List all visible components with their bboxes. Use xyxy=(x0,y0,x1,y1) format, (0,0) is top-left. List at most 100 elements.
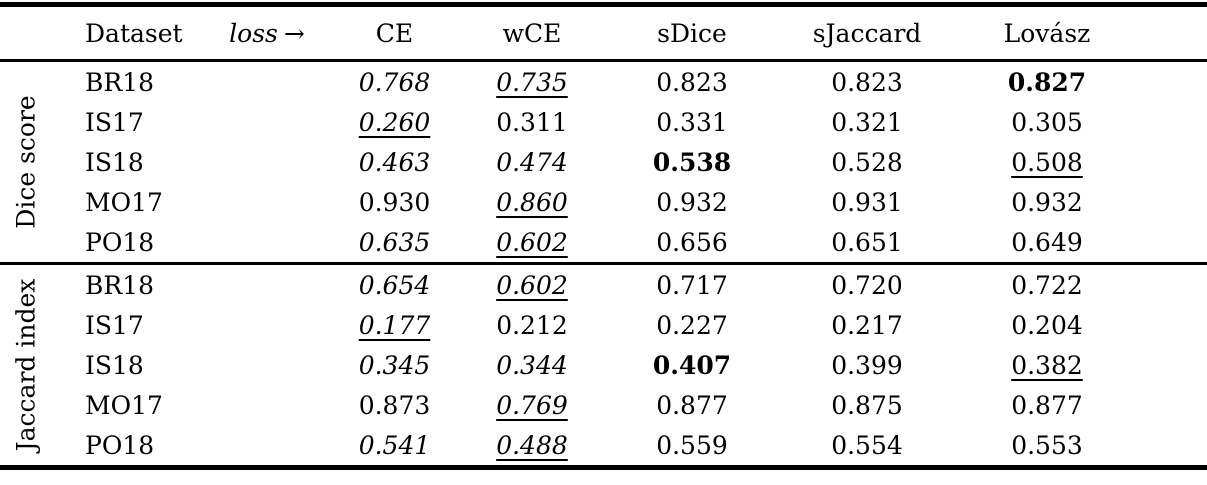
cell-value: 0.877 xyxy=(656,390,728,420)
cell-loss-spacer xyxy=(202,61,332,103)
cell-sdice: 0.538 xyxy=(607,142,777,182)
cell-value: 0.474 xyxy=(496,147,568,177)
cell-value: 0.321 xyxy=(831,107,903,137)
cell-value: 0.860 xyxy=(496,187,568,217)
table-row: IS17 0.177 0.212 0.227 0.217 0.204 xyxy=(0,305,1207,345)
cell-right-spacer xyxy=(1137,182,1207,222)
cell-ce: 0.177 xyxy=(332,305,457,345)
cell-wce: 0.212 xyxy=(457,305,607,345)
cell-wce: 0.735 xyxy=(457,61,607,103)
section-jaccard-index: Jaccard index BR18 0.654 0.602 0.717 0.720 0.7… xyxy=(0,264,1207,468)
cell-value: 0.463 xyxy=(358,147,431,177)
cell-value: 0.722 xyxy=(1011,270,1083,300)
cell-value: 0.260 xyxy=(358,107,431,137)
cell-value: 0.311 xyxy=(496,107,568,137)
cell-sdice: 0.227 xyxy=(607,305,777,345)
cell-lovasz: 0.722 xyxy=(957,264,1137,306)
cell-dataset: BR18 xyxy=(85,270,155,300)
header-dataset: Dataset xyxy=(85,18,183,48)
cell-value: 0.649 xyxy=(1011,227,1083,257)
cell-loss-spacer xyxy=(202,222,332,264)
cell-loss-spacer xyxy=(202,425,332,468)
row-group-label: Jaccard index xyxy=(11,278,41,452)
cell-value: 0.651 xyxy=(831,227,903,257)
cell-lovasz: 0.649 xyxy=(957,222,1137,264)
cell-value: 0.717 xyxy=(656,270,728,300)
header-row: Dataset loss → CE wCE sDice sJaccard Lová… xyxy=(0,5,1207,61)
cell-value: 0.827 xyxy=(1007,67,1087,97)
cell-ce: 0.463 xyxy=(332,142,457,182)
cell-dataset: PO18 xyxy=(85,430,155,460)
cell-dataset: IS17 xyxy=(85,107,144,137)
cell-ce: 0.345 xyxy=(332,345,457,385)
table-row: PO18 0.635 0.602 0.656 0.651 0.649 xyxy=(0,222,1207,264)
cell-sjaccard: 0.720 xyxy=(777,264,957,306)
table-row: IS18 0.345 0.344 0.407 0.399 0.382 xyxy=(0,345,1207,385)
cell-wce: 0.488 xyxy=(457,425,607,468)
header-sjaccard: sJaccard xyxy=(812,18,922,48)
cell-right-spacer xyxy=(1137,305,1207,345)
cell-wce: 0.474 xyxy=(457,142,607,182)
cell-ce: 0.873 xyxy=(332,385,457,425)
cell-dataset: MO17 xyxy=(85,390,163,420)
cell-wce: 0.344 xyxy=(457,345,607,385)
table-row: Dice score BR18 0.768 0.735 0.823 0.823 0.827 xyxy=(0,61,1207,229)
cell-sjaccard: 0.931 xyxy=(777,182,957,222)
cell-dataset: IS18 xyxy=(85,350,144,380)
cell-sdice: 0.331 xyxy=(607,102,777,142)
cell-right-spacer xyxy=(1137,142,1207,182)
cell-lovasz: 0.204 xyxy=(957,305,1137,345)
cell-right-spacer xyxy=(1137,385,1207,425)
cell-lovasz: 0.827 xyxy=(957,61,1137,103)
cell-value: 0.823 xyxy=(831,67,903,97)
table-row: Jaccard index BR18 0.654 0.602 0.717 0.720 0.7… xyxy=(0,264,1207,452)
cell-value: 0.635 xyxy=(358,227,431,257)
cell-value: 0.177 xyxy=(358,310,431,340)
cell-value: 0.931 xyxy=(831,187,903,217)
cell-value: 0.656 xyxy=(656,227,728,257)
cell-right-spacer xyxy=(1137,102,1207,142)
cell-sdice: 0.877 xyxy=(607,385,777,425)
cell-value: 0.553 xyxy=(1011,430,1083,460)
cell-value: 0.407 xyxy=(652,350,732,380)
cell-value: 0.768 xyxy=(358,67,431,97)
cell-value: 0.720 xyxy=(831,270,903,300)
cell-sjaccard: 0.875 xyxy=(777,385,957,425)
cell-sjaccard: 0.217 xyxy=(777,305,957,345)
header-ce: CE xyxy=(375,18,414,48)
cell-value: 0.559 xyxy=(656,430,728,460)
cell-sjaccard: 0.554 xyxy=(777,425,957,468)
cell-wce: 0.860 xyxy=(457,182,607,222)
cell-sdice: 0.717 xyxy=(607,264,777,306)
cell-wce: 0.769 xyxy=(457,385,607,425)
cell-sdice: 0.559 xyxy=(607,425,777,468)
cell-right-spacer xyxy=(1137,61,1207,103)
table-row: MO17 0.930 0.860 0.932 0.931 0.932 xyxy=(0,182,1207,222)
cell-dataset: IS18 xyxy=(85,147,144,177)
row-group-cell: Dice score xyxy=(0,61,52,264)
table-row: IS17 0.260 0.311 0.331 0.321 0.305 xyxy=(0,102,1207,142)
cell-loss-spacer xyxy=(202,345,332,385)
cell-wce: 0.311 xyxy=(457,102,607,142)
cell-value: 0.554 xyxy=(831,430,903,460)
cell-value: 0.217 xyxy=(831,310,903,340)
table-header: Dataset loss → CE wCE sDice sJaccard Lová… xyxy=(0,5,1207,61)
cell-value: 0.875 xyxy=(831,390,903,420)
cell-value: 0.602 xyxy=(496,270,568,300)
section-dice-score: Dice score BR18 0.768 0.735 0.823 0.823 0.827 I… xyxy=(0,61,1207,264)
cell-value: 0.602 xyxy=(496,227,568,257)
cell-wce: 0.602 xyxy=(457,264,607,306)
cell-ce: 0.768 xyxy=(332,61,457,103)
cell-value: 0.823 xyxy=(656,67,728,97)
cell-value: 0.932 xyxy=(1011,187,1083,217)
cell-sjaccard: 0.651 xyxy=(777,222,957,264)
cell-value: 0.305 xyxy=(1011,107,1083,137)
cell-lovasz: 0.508 xyxy=(957,142,1137,182)
cell-ce: 0.930 xyxy=(332,182,457,222)
cell-dataset: IS17 xyxy=(85,310,144,340)
cell-ce: 0.260 xyxy=(332,102,457,142)
cell-sdice: 0.407 xyxy=(607,345,777,385)
cell-value: 0.877 xyxy=(1011,390,1083,420)
cell-wce: 0.602 xyxy=(457,222,607,264)
